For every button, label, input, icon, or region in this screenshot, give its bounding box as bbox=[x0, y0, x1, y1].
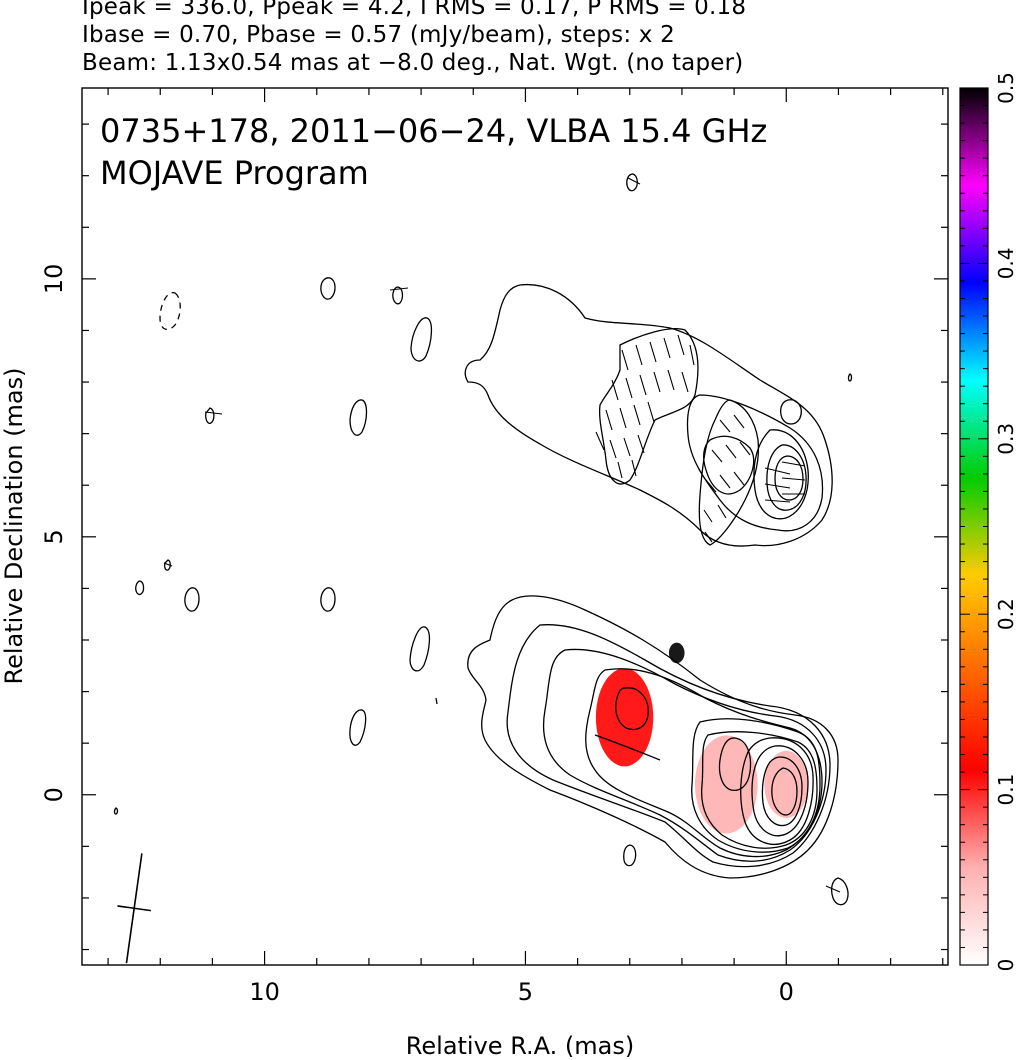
chart-title: 0735+178, 2011−06−24, VLBA 15.4 GHz bbox=[100, 112, 767, 150]
contour-blob-6 bbox=[184, 587, 200, 612]
contour-blob-5 bbox=[320, 587, 336, 612]
contour-blob-8 bbox=[163, 559, 171, 571]
contour-blob-15 bbox=[847, 373, 853, 382]
contour-ext-knot-b bbox=[780, 399, 802, 425]
contour-blob-7 bbox=[135, 580, 145, 596]
contour-knot-2 bbox=[615, 687, 649, 731]
contour-core-3 bbox=[542, 648, 827, 862]
contour-ext-patch-1 bbox=[598, 328, 699, 485]
contour-ext-5 bbox=[774, 455, 804, 501]
y-axis-label: Relative Declination (mas) bbox=[0, 367, 28, 684]
beam-minor-axis bbox=[117, 905, 152, 912]
contour-blob-2 bbox=[831, 877, 849, 906]
header-beam-line: Beam: 1.13x0.54 mas at −8.0 deg., Nat. W… bbox=[82, 50, 744, 76]
contour-core-8 bbox=[751, 745, 809, 837]
chart-subtitle: MOJAVE Program bbox=[100, 154, 369, 192]
polarization-patch-3 bbox=[668, 642, 685, 664]
contour-negative bbox=[159, 292, 181, 331]
contour-blob-4 bbox=[409, 626, 431, 672]
contour-knot-1 bbox=[718, 737, 752, 792]
header-base-line: Ibase = 0.70, Pbase = 0.57 (mJy/beam), s… bbox=[82, 22, 675, 48]
contour-blob-13 bbox=[205, 407, 215, 424]
contour-blob-11 bbox=[320, 277, 336, 300]
contour-core-9 bbox=[761, 756, 803, 827]
contour-inner-arc bbox=[594, 734, 661, 761]
contour-blob-14 bbox=[626, 173, 638, 192]
colorbar-ticks bbox=[960, 87, 988, 966]
y-tick-label: 10 bbox=[40, 264, 68, 295]
contour-core-2 bbox=[506, 624, 831, 868]
colorbar-tick-label: 0 bbox=[994, 959, 1018, 972]
contour-blob-9 bbox=[349, 399, 368, 436]
x-tick-label: 5 bbox=[518, 978, 533, 1006]
contour-blob-10 bbox=[410, 317, 433, 362]
contour-ext-patch-2 bbox=[698, 399, 760, 546]
contour-blob-17 bbox=[435, 697, 438, 705]
polarization-patch-0 bbox=[595, 668, 654, 767]
contour-core-6 bbox=[700, 731, 818, 849]
header-stats-line: Ipeak = 336.0, Ppeak = 4.2, I RMS = 0.17… bbox=[82, 0, 747, 20]
colorbar-tick-label: 0.3 bbox=[994, 423, 1018, 455]
contour-core-4 bbox=[585, 668, 823, 858]
contour-blob-3 bbox=[349, 709, 367, 746]
colorbar-tick-labels: 0 0.1 0.2 0.3 0.4 0.5 bbox=[994, 72, 1018, 971]
contour-core-10 bbox=[771, 767, 798, 816]
axis-ticks bbox=[82, 88, 948, 965]
colorbar-tick-label: 0.2 bbox=[994, 598, 1018, 630]
contour-core-5 bbox=[691, 718, 821, 853]
contour-ext-2 bbox=[686, 394, 824, 532]
x-axis-label: Relative R.A. (mas) bbox=[406, 1032, 634, 1060]
contour-blob-1 bbox=[623, 844, 637, 867]
x-tick-label: 10 bbox=[249, 978, 280, 1006]
contour-core-outer bbox=[467, 595, 839, 879]
contour-ext-outer bbox=[464, 283, 833, 547]
axis-tick-labels: 10 5 0 0 5 10 bbox=[40, 264, 794, 1006]
y-tick-label: 0 bbox=[40, 787, 68, 802]
beam-ellipse-marker bbox=[117, 853, 152, 964]
colorbar-tick-label: 0.1 bbox=[994, 774, 1018, 806]
contour-ext-knot bbox=[703, 435, 755, 495]
x-tick-label: 0 bbox=[779, 978, 794, 1006]
contour-blob-12 bbox=[392, 286, 404, 305]
plot-frame bbox=[81, 87, 949, 966]
colorbar-tick-label: 0.5 bbox=[994, 72, 1018, 104]
polarization-color-layer bbox=[595, 642, 809, 834]
total-intensity-contours bbox=[113, 173, 853, 906]
y-tick-label: 5 bbox=[40, 529, 68, 544]
colorbar-tick-label: 0.4 bbox=[994, 247, 1018, 279]
polarization-vectors bbox=[163, 177, 841, 893]
contour-ext-3 bbox=[753, 429, 809, 520]
contour-blob-16 bbox=[113, 807, 119, 815]
